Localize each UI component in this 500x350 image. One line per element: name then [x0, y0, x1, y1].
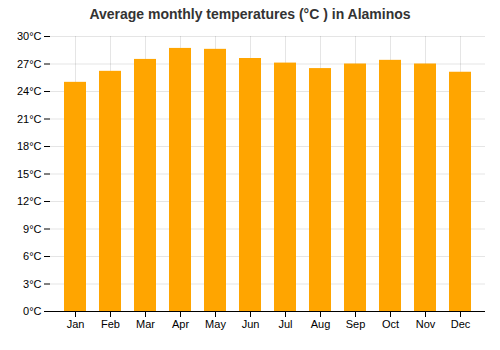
svg-text:Sep: Sep [346, 318, 366, 330]
svg-text:Aug: Aug [311, 318, 331, 330]
svg-text:Jun: Jun [242, 318, 260, 330]
svg-text:Apr: Apr [172, 318, 189, 330]
svg-text:Mar: Mar [136, 318, 155, 330]
svg-text:30°C: 30°C [17, 30, 42, 42]
svg-text:Nov: Nov [416, 318, 436, 330]
svg-text:3°C: 3°C [23, 278, 42, 290]
svg-text:Jan: Jan [67, 318, 85, 330]
svg-text:12°C: 12°C [17, 195, 42, 207]
svg-text:Oct: Oct [382, 318, 399, 330]
svg-text:18°C: 18°C [17, 140, 42, 152]
svg-text:Dec: Dec [451, 318, 471, 330]
svg-text:21°C: 21°C [17, 113, 42, 125]
svg-text:0°C: 0°C [23, 305, 42, 317]
svg-text:27°C: 27°C [17, 58, 42, 70]
svg-text:15°C: 15°C [17, 168, 42, 180]
svg-text:24°C: 24°C [17, 85, 42, 97]
html-text:Average monthly temperatures (: Average monthly temperatures (°C ) in Al… [89, 6, 411, 22]
svg-text:Feb: Feb [101, 318, 120, 330]
svg-text:May: May [205, 318, 226, 330]
svg-text:6°C: 6°C [23, 250, 42, 262]
svg-text:Jul: Jul [278, 318, 292, 330]
svg-text:9°C: 9°C [23, 223, 42, 235]
